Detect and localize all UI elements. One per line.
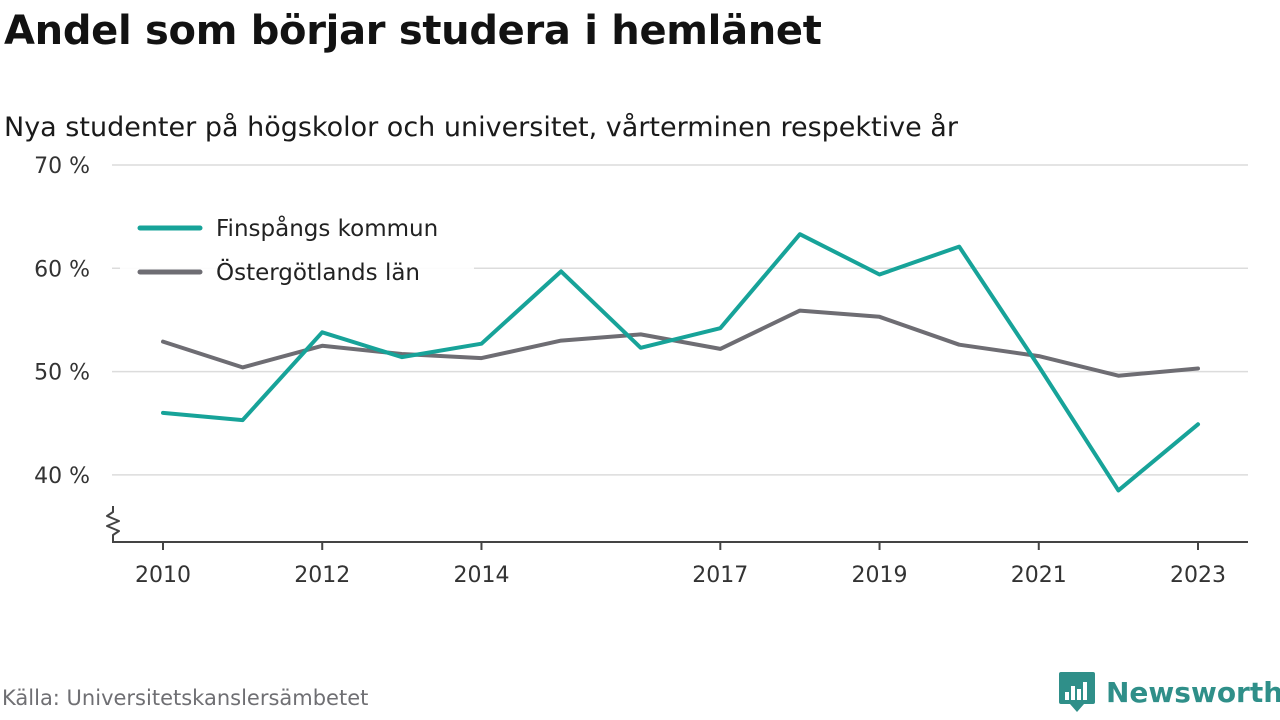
- x-tick-label: 2023: [1170, 563, 1226, 588]
- chart-title: Andel som börjar studera i hemlänet: [4, 8, 822, 54]
- x-tick-label: 2017: [692, 563, 748, 588]
- source-note: Källa: Universitetskanslersämbetet: [2, 686, 369, 710]
- gridlines: [112, 164, 1248, 476]
- legend: Finspångs kommun Östergötlands län: [120, 204, 474, 298]
- x-tick-label: 2019: [852, 563, 908, 588]
- brand-name: Newsworthy: [1106, 675, 1280, 709]
- chart-subtitle: Nya studenter på högskolor och universit…: [4, 112, 958, 143]
- axes: 40 % 50 % 60 % 70 % 2010 2012 2014 2017 2019 2021…: [34, 154, 1248, 588]
- x-tick-label: 2014: [453, 563, 509, 588]
- brand-logo: Newsworthy: [1058, 670, 1280, 714]
- y-tick-label: 50 %: [34, 361, 90, 386]
- newsworthy-logo-icon: [1059, 672, 1095, 712]
- legend-label: Finspångs kommun: [216, 214, 438, 242]
- y-tick-label: 60 %: [34, 257, 90, 282]
- line-chart: 40 % 50 % 60 % 70 % 2010 2012 2014 2017 2019 2021…: [34, 154, 1248, 588]
- x-tick-label: 2021: [1011, 563, 1067, 588]
- y-tick-label: 70 %: [34, 154, 90, 179]
- y-tick-label: 40 %: [34, 464, 90, 489]
- axis-break-marker: [106, 506, 120, 542]
- legend-label: Östergötlands län: [216, 258, 420, 286]
- x-tick-label: 2010: [135, 563, 191, 588]
- series-line-ostergotlands-lan: [161, 308, 1200, 378]
- series-line-finspangs-kommun: [161, 232, 1200, 493]
- x-tick-label: 2012: [294, 563, 350, 588]
- series-lines: [161, 232, 1200, 493]
- legend-background: [120, 204, 474, 298]
